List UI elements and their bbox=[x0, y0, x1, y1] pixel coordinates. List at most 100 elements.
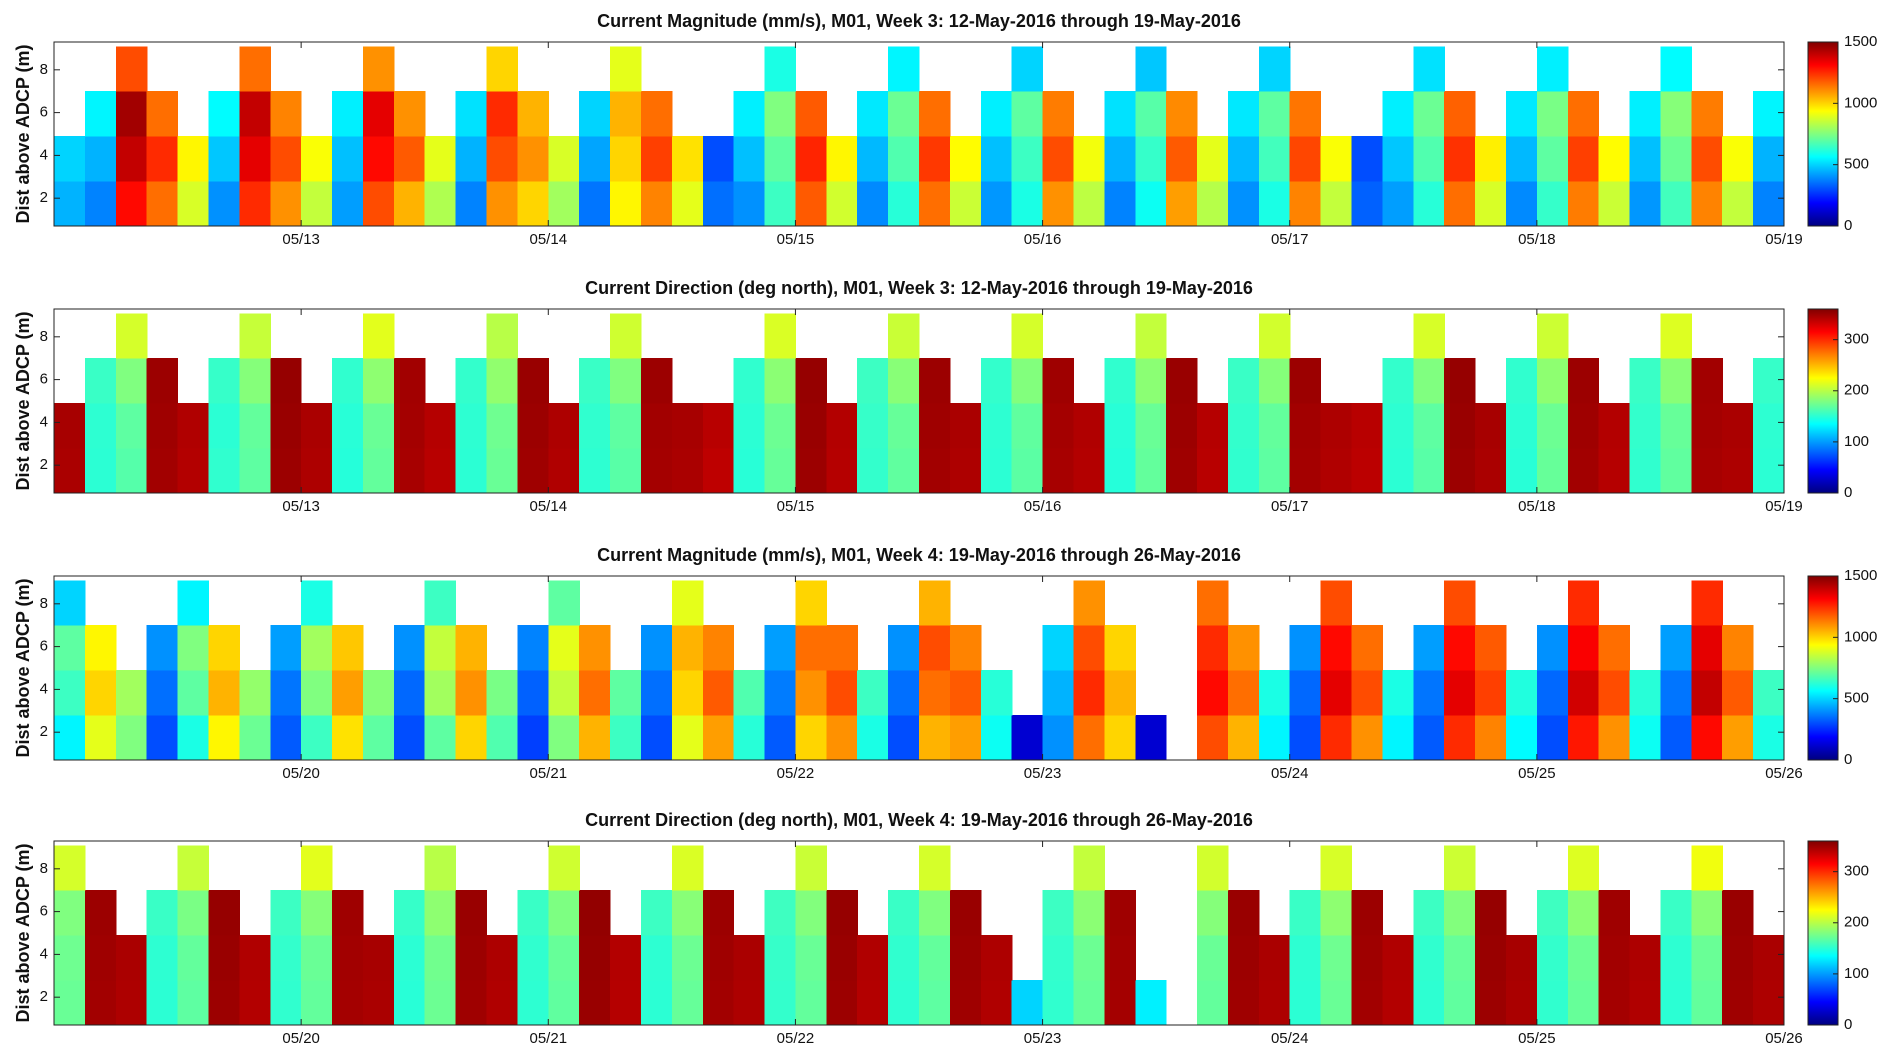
heat-cell bbox=[888, 181, 920, 227]
heat-cell bbox=[1104, 935, 1136, 981]
heat-cell bbox=[1351, 403, 1383, 449]
heat-cell bbox=[795, 91, 827, 137]
heat-cell bbox=[702, 670, 735, 716]
heat-cell bbox=[1382, 91, 1414, 137]
heat-cell bbox=[671, 580, 704, 626]
heat-cell bbox=[1567, 136, 1600, 182]
heat-cell bbox=[239, 358, 271, 404]
heat-cell bbox=[579, 181, 611, 227]
heat-cell bbox=[54, 580, 86, 626]
heat-cell bbox=[1011, 715, 1044, 761]
heat-cell bbox=[1536, 980, 1569, 1026]
heat-cell bbox=[764, 91, 797, 137]
x-tick-label: 05/21 bbox=[530, 765, 568, 782]
heat-cell bbox=[146, 403, 179, 449]
heat-cell bbox=[1536, 715, 1569, 761]
heat-cell bbox=[579, 980, 611, 1026]
heat-cell bbox=[486, 670, 518, 716]
heat-cell bbox=[1722, 136, 1754, 182]
heat-cell bbox=[733, 358, 766, 404]
heat-cell bbox=[1536, 91, 1569, 137]
heat-cell bbox=[733, 980, 766, 1026]
heat-cell bbox=[1536, 935, 1569, 981]
heat-cell bbox=[949, 403, 982, 449]
heat-cell bbox=[1660, 46, 1692, 92]
heat-cell bbox=[424, 670, 457, 716]
heat-cell bbox=[1691, 580, 1723, 626]
heat-cell bbox=[1629, 670, 1662, 716]
heat-cell bbox=[84, 358, 117, 404]
heat-cell bbox=[1722, 403, 1754, 449]
heat-cell bbox=[1722, 935, 1754, 981]
heat-cell bbox=[1166, 181, 1198, 227]
heat-cell bbox=[208, 670, 240, 716]
heat-cell bbox=[1691, 91, 1723, 137]
heat-cell bbox=[888, 136, 920, 182]
heat-cell bbox=[640, 181, 673, 227]
heat-cell bbox=[733, 715, 766, 761]
colorbar-tick-label: 500 bbox=[1844, 156, 1869, 173]
y-tick-label: 4 bbox=[40, 413, 48, 430]
heat-cell bbox=[1567, 91, 1600, 137]
heat-cell bbox=[362, 91, 395, 137]
heat-cell bbox=[1289, 136, 1322, 182]
heat-cell bbox=[1536, 46, 1569, 92]
heat-cell bbox=[671, 448, 704, 494]
heat-cell bbox=[1413, 181, 1445, 227]
y-tick-label: 8 bbox=[40, 61, 48, 78]
x-tick-label: 05/14 bbox=[530, 231, 568, 248]
heat-cell bbox=[84, 403, 117, 449]
colorbar bbox=[1807, 840, 1839, 1026]
heat-cell bbox=[239, 313, 271, 359]
heat-cell bbox=[1073, 715, 1105, 761]
heat-cell bbox=[548, 935, 580, 981]
heat-cell bbox=[1413, 136, 1445, 182]
heat-cell bbox=[1135, 358, 1167, 404]
heat-cell bbox=[1382, 670, 1414, 716]
heat-cell bbox=[1258, 313, 1291, 359]
heat-cell bbox=[1505, 715, 1538, 761]
heat-cell bbox=[1197, 715, 1229, 761]
heat-cell bbox=[1227, 715, 1260, 761]
heat-cell bbox=[857, 670, 889, 716]
y-tick-label: 6 bbox=[40, 638, 48, 655]
heat-cell bbox=[548, 845, 580, 891]
heat-cell bbox=[1753, 448, 1785, 494]
heat-cell bbox=[857, 448, 889, 494]
heat-cell bbox=[177, 181, 210, 227]
y-tick-label: 2 bbox=[40, 456, 48, 473]
heat-cell bbox=[1135, 715, 1167, 761]
heat-cell bbox=[332, 448, 364, 494]
heat-cell bbox=[610, 935, 642, 981]
heat-cell bbox=[1722, 181, 1754, 227]
heat-cell bbox=[301, 845, 333, 891]
heat-cell bbox=[208, 980, 240, 1026]
heat-cell bbox=[239, 715, 271, 761]
heat-cell bbox=[795, 625, 827, 671]
heat-cell bbox=[1258, 448, 1291, 494]
colorbar bbox=[1807, 308, 1839, 494]
heat-cell bbox=[1289, 181, 1322, 227]
heat-cell bbox=[270, 715, 302, 761]
heat-cell bbox=[517, 403, 549, 449]
heat-cell bbox=[610, 91, 642, 137]
heat-cell bbox=[1444, 403, 1476, 449]
heat-cell bbox=[671, 845, 704, 891]
heat-cell bbox=[455, 935, 488, 981]
colorbar-tick-label: 1000 bbox=[1844, 628, 1877, 645]
heat-cell bbox=[1011, 91, 1044, 137]
heat-cell bbox=[1011, 136, 1044, 182]
heat-cell bbox=[84, 670, 117, 716]
heat-cell bbox=[1351, 935, 1383, 981]
heat-cell bbox=[1320, 890, 1353, 936]
heat-cell bbox=[1444, 91, 1476, 137]
heat-cell bbox=[177, 715, 210, 761]
heat-cell bbox=[1011, 46, 1044, 92]
heat-cell bbox=[1413, 625, 1445, 671]
heat-cell bbox=[486, 403, 518, 449]
heat-cell bbox=[486, 181, 518, 227]
heat-cell bbox=[301, 136, 333, 182]
heat-cell bbox=[1289, 890, 1322, 936]
heat-cell bbox=[1382, 181, 1414, 227]
x-tick-label: 05/19 bbox=[1765, 498, 1803, 515]
